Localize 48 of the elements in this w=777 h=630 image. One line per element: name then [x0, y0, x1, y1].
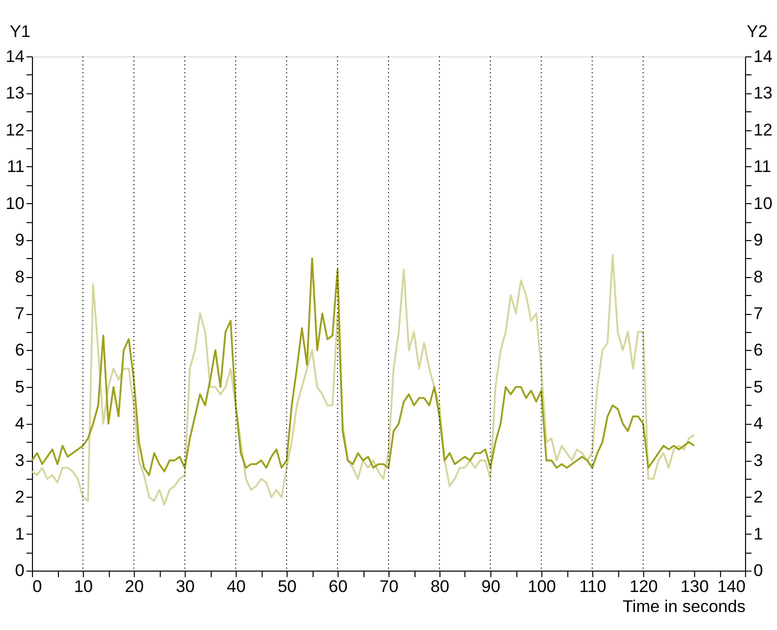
y-tick-label: 11 — [6, 157, 24, 176]
y-tick-label: 2 — [15, 488, 24, 507]
y2-tick-label: 10 — [754, 194, 772, 213]
y2-tick-label: 6 — [754, 340, 763, 360]
y-tick-label: 13 — [6, 84, 24, 103]
x-tick-label: 90 — [481, 577, 500, 596]
y2-tick-label: 3 — [754, 450, 763, 470]
y-tick-label: 1 — [15, 524, 24, 544]
x-tick-label: 20 — [124, 577, 144, 596]
y2-tick-label: 0 — [754, 561, 763, 580]
y2-axis-title: Y2 — [746, 22, 768, 41]
y-tick-label: 5 — [15, 377, 24, 396]
x-tick-label: 40 — [226, 577, 246, 596]
y2-tick-label: 9 — [754, 230, 763, 250]
y-tick-label: 7 — [15, 304, 24, 323]
y-tick-label: 3 — [15, 450, 24, 470]
y2-tick-label: 4 — [754, 414, 763, 434]
x-tick-label: 120 — [630, 577, 658, 596]
x-tick-label: 30 — [176, 577, 195, 596]
y-tick-label: 10 — [6, 194, 24, 213]
y-tick-label: 14 — [6, 46, 24, 66]
x-tick-label: 100 — [528, 577, 556, 596]
x-tick-label: 110 — [579, 577, 606, 596]
x-tick-label: 60 — [328, 577, 348, 596]
y2-tick-label: 1 — [754, 524, 763, 544]
x-tick-label: 140 — [717, 577, 746, 596]
x-tick-label: 0 — [32, 577, 42, 596]
y-tick-label: 9 — [15, 230, 24, 250]
y2-tick-label: 2 — [754, 488, 763, 507]
y2-tick-label: 7 — [754, 304, 763, 323]
y-tick-label: 4 — [15, 414, 24, 434]
y2-tick-label: 11 — [754, 157, 772, 176]
y2-tick-label: 5 — [754, 377, 763, 396]
y-tick-label: 8 — [15, 267, 24, 286]
x-tick-label: 50 — [278, 577, 297, 596]
y-tick-label: 0 — [15, 561, 24, 580]
x-tick-label: 70 — [380, 577, 398, 596]
y2-tick-label: 14 — [754, 46, 772, 66]
y2-tick-label: 8 — [754, 267, 763, 286]
y-tick-label: 6 — [15, 340, 24, 360]
x-tick-label: 80 — [430, 577, 450, 596]
x-tick-label: 130 — [680, 577, 709, 596]
y2-tick-label: 13 — [754, 84, 772, 103]
y-tick-label: 12 — [6, 120, 24, 140]
x-tick-label: 10 — [74, 577, 93, 596]
y-axis-title: Y1 — [10, 22, 30, 41]
x-axis-title: Time in seconds — [622, 597, 746, 616]
y2-tick-label: 12 — [754, 120, 772, 140]
